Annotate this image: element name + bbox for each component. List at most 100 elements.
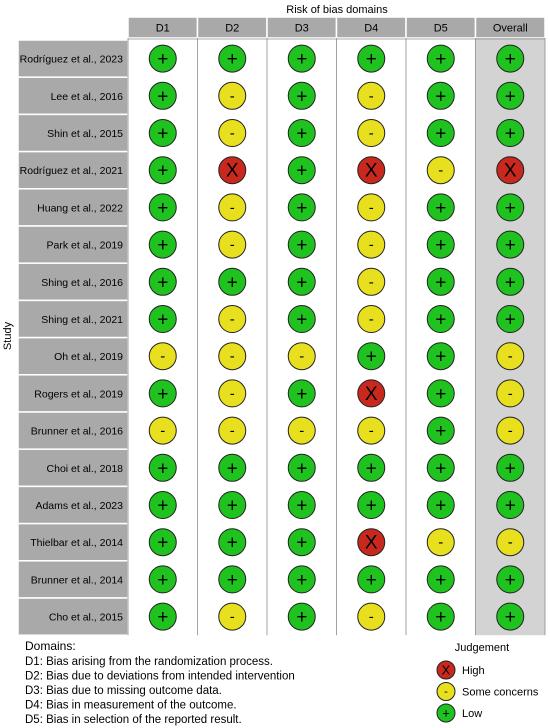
judgement-symbol: + (505, 198, 516, 219)
judgement-mark-low: + (496, 81, 525, 110)
study-label-cell (17, 448, 129, 488)
legend-item-some: - (436, 682, 456, 701)
judgement-circle (148, 416, 177, 445)
legend-swatch (436, 703, 456, 723)
judgement-circle (218, 453, 247, 482)
study-label: Rodríguez et al., 2023 (20, 54, 123, 66)
column-header-d2: D2 (225, 23, 239, 35)
judgement-symbol: + (296, 124, 307, 145)
judgement-symbol: + (505, 458, 516, 479)
judgement-mark-low: + (148, 453, 177, 482)
judgement-mark-low: + (148, 379, 177, 408)
judgement-mark-some: - (218, 193, 247, 222)
judgement-mark-some: - (287, 342, 316, 371)
judgement-symbol: + (157, 496, 168, 517)
judgement-circle (148, 230, 177, 259)
judgement-circle (357, 119, 386, 147)
judgement-circle (496, 44, 525, 73)
judgement-symbol: X (365, 161, 378, 182)
judgement-mark-low: + (426, 267, 455, 296)
judgement-symbol: X (365, 384, 378, 405)
judgement-mark-low: + (287, 565, 316, 594)
judgement-mark-low: + (218, 267, 247, 296)
judgement-symbol: - (299, 423, 304, 440)
judgement-circle (357, 379, 386, 408)
judgement-mark-low: + (496, 267, 525, 296)
judgement-symbol: + (435, 496, 446, 517)
judgement-circle (496, 528, 525, 557)
study-label-cell (17, 188, 129, 227)
judgement-symbol: + (296, 49, 307, 70)
judgement-symbol: - (508, 348, 513, 365)
legend-label: Low (462, 708, 482, 720)
judgement-mark-low: + (287, 528, 316, 557)
judgement-symbol: + (366, 347, 377, 368)
judgement-symbol: + (157, 161, 168, 182)
judgement-circle (426, 565, 455, 594)
judgement-symbol: + (296, 198, 307, 219)
judgement-symbol: + (435, 421, 446, 442)
judgement-symbol: X (504, 161, 517, 182)
judgement-symbol: + (227, 458, 238, 479)
judgement-mark-low: + (426, 491, 455, 519)
judgement-mark-low: + (287, 267, 316, 296)
grid-layer (17, 16, 546, 636)
judgement-circle (287, 416, 316, 445)
judgement-mark-some: - (357, 81, 386, 110)
judgement-symbol: + (435, 124, 446, 145)
judgement-mark-some: - (218, 119, 247, 147)
judgement-mark-low: + (496, 230, 525, 259)
judgement-symbol: + (505, 272, 516, 293)
judgement-mark-low: + (218, 44, 247, 73)
judgement-circle (357, 565, 386, 594)
y-axis-label: Study (2, 321, 14, 350)
judgement-symbol: + (505, 235, 516, 256)
judgement-symbol: + (505, 496, 516, 517)
judgement-circle (287, 379, 316, 408)
judgement-symbol: + (435, 384, 446, 405)
domain-description: D2: Bias due to deviations from intended… (25, 671, 295, 683)
judgement-mark-some: - (357, 602, 386, 631)
judgement-circle (426, 416, 455, 445)
judgement-symbol: + (157, 533, 168, 554)
judgement-mark-low: + (148, 491, 177, 519)
judgement-circle (148, 565, 177, 594)
judgement-circle (148, 119, 177, 147)
judgement-mark-some: - (426, 156, 455, 185)
domain-description: D1: Bias arising from the randomization … (25, 656, 273, 668)
judgement-circle (357, 44, 386, 73)
study-label-cell (17, 411, 129, 450)
judgement-mark-low: + (496, 453, 525, 482)
judgement-symbol: - (299, 348, 304, 365)
judgement-circle (218, 379, 247, 408)
judgement-circle (426, 305, 455, 333)
judgement-symbol: + (296, 533, 307, 554)
judgement-symbol: + (505, 49, 516, 70)
chart-title: Risk of bias domains (286, 4, 388, 16)
judgement-circle (287, 565, 316, 594)
domain-description: D4: Bias in measurement of the outcome. (25, 700, 237, 712)
legend-item-high: X (436, 660, 456, 680)
judgement-mark-some: - (218, 602, 247, 631)
judgement-symbol: + (157, 570, 168, 591)
judgement-symbol: - (230, 199, 235, 216)
judgement-circle (357, 491, 386, 519)
judgement-mark-high: X (357, 528, 386, 557)
judgement-symbol: + (505, 310, 516, 331)
judgement-mark-some: - (496, 528, 525, 557)
study-label: Thielbar et al., 2014 (30, 537, 123, 549)
study-label-cell (17, 485, 129, 525)
judgement-symbol: - (508, 385, 513, 402)
judgement-circle (218, 81, 247, 110)
judgement-mark-low: + (496, 119, 525, 147)
judgement-mark-high: X (218, 156, 247, 185)
judgement-symbol: + (435, 235, 446, 256)
judgement-circle (287, 44, 316, 73)
column-header-d4: D4 (364, 23, 378, 35)
judgement-mark-high: X (357, 156, 386, 185)
judgement-circle (148, 81, 177, 110)
judgement-circle (218, 416, 247, 445)
judgement-circle (426, 156, 455, 185)
judgement-mark-low: + (287, 119, 316, 147)
judgement-circle (496, 230, 525, 259)
